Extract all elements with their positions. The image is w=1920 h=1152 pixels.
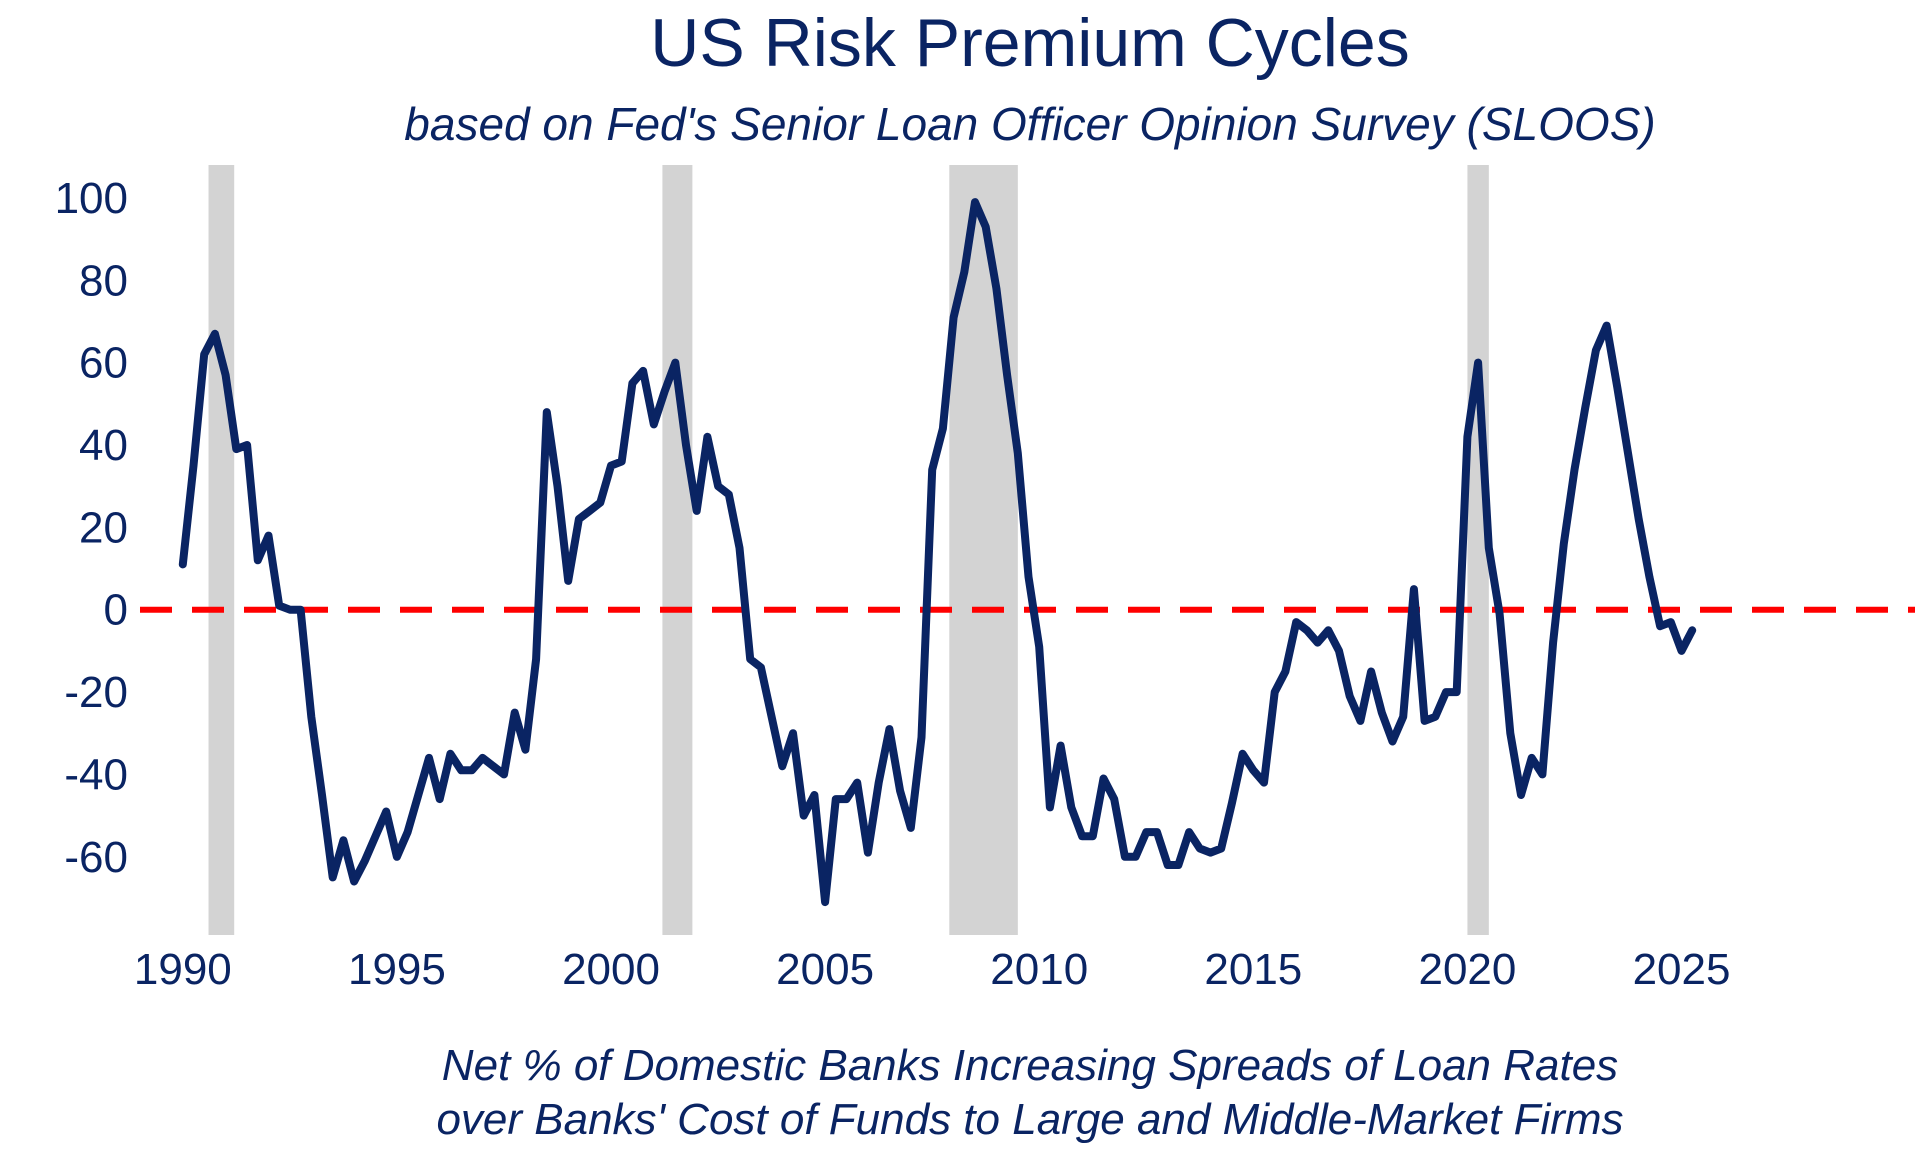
recession-bands bbox=[208, 165, 1489, 935]
y-tick-label: 60 bbox=[79, 339, 128, 388]
x-tick-label: 2010 bbox=[990, 945, 1088, 994]
x-tick-label: 2025 bbox=[1633, 945, 1731, 994]
chart-title: US Risk Premium Cycles bbox=[650, 5, 1409, 81]
recession-band-1 bbox=[208, 165, 235, 935]
x-tick-label: 2020 bbox=[1418, 945, 1516, 994]
y-tick-label: -60 bbox=[64, 833, 128, 882]
x-tick-label: 1995 bbox=[348, 945, 446, 994]
y-tick-label: -40 bbox=[64, 750, 128, 799]
x-tick-label: 2015 bbox=[1204, 945, 1302, 994]
recession-band-2 bbox=[662, 165, 693, 935]
y-tick-label: -20 bbox=[64, 668, 128, 717]
y-tick-label: 40 bbox=[79, 421, 128, 470]
chart-subtitle: based on Fed's Senior Loan Officer Opini… bbox=[404, 98, 1655, 150]
series-group bbox=[178, 198, 1697, 907]
x-tick-label: 1990 bbox=[134, 945, 232, 994]
caption-line-1: Net % of Domestic Banks Increasing Sprea… bbox=[442, 1041, 1618, 1090]
y-axis-tick-labels: 100 80 60 40 20 0 -20 -40 -60 bbox=[55, 174, 128, 882]
y-tick-label: 0 bbox=[104, 586, 128, 635]
y-tick-label: 80 bbox=[79, 256, 128, 305]
x-tick-label: 2005 bbox=[776, 945, 874, 994]
caption-line-2: over Banks' Cost of Funds to Large and M… bbox=[436, 1095, 1623, 1144]
x-axis-tick-labels: 1990 1995 2000 2005 2010 2015 2020 2025 bbox=[134, 945, 1731, 994]
recession-band-4 bbox=[1467, 165, 1489, 935]
x-tick-label: 2000 bbox=[562, 945, 660, 994]
y-tick-label: 20 bbox=[79, 503, 128, 552]
series-line-1 bbox=[178, 198, 1697, 907]
y-tick-label: 100 bbox=[55, 174, 128, 223]
